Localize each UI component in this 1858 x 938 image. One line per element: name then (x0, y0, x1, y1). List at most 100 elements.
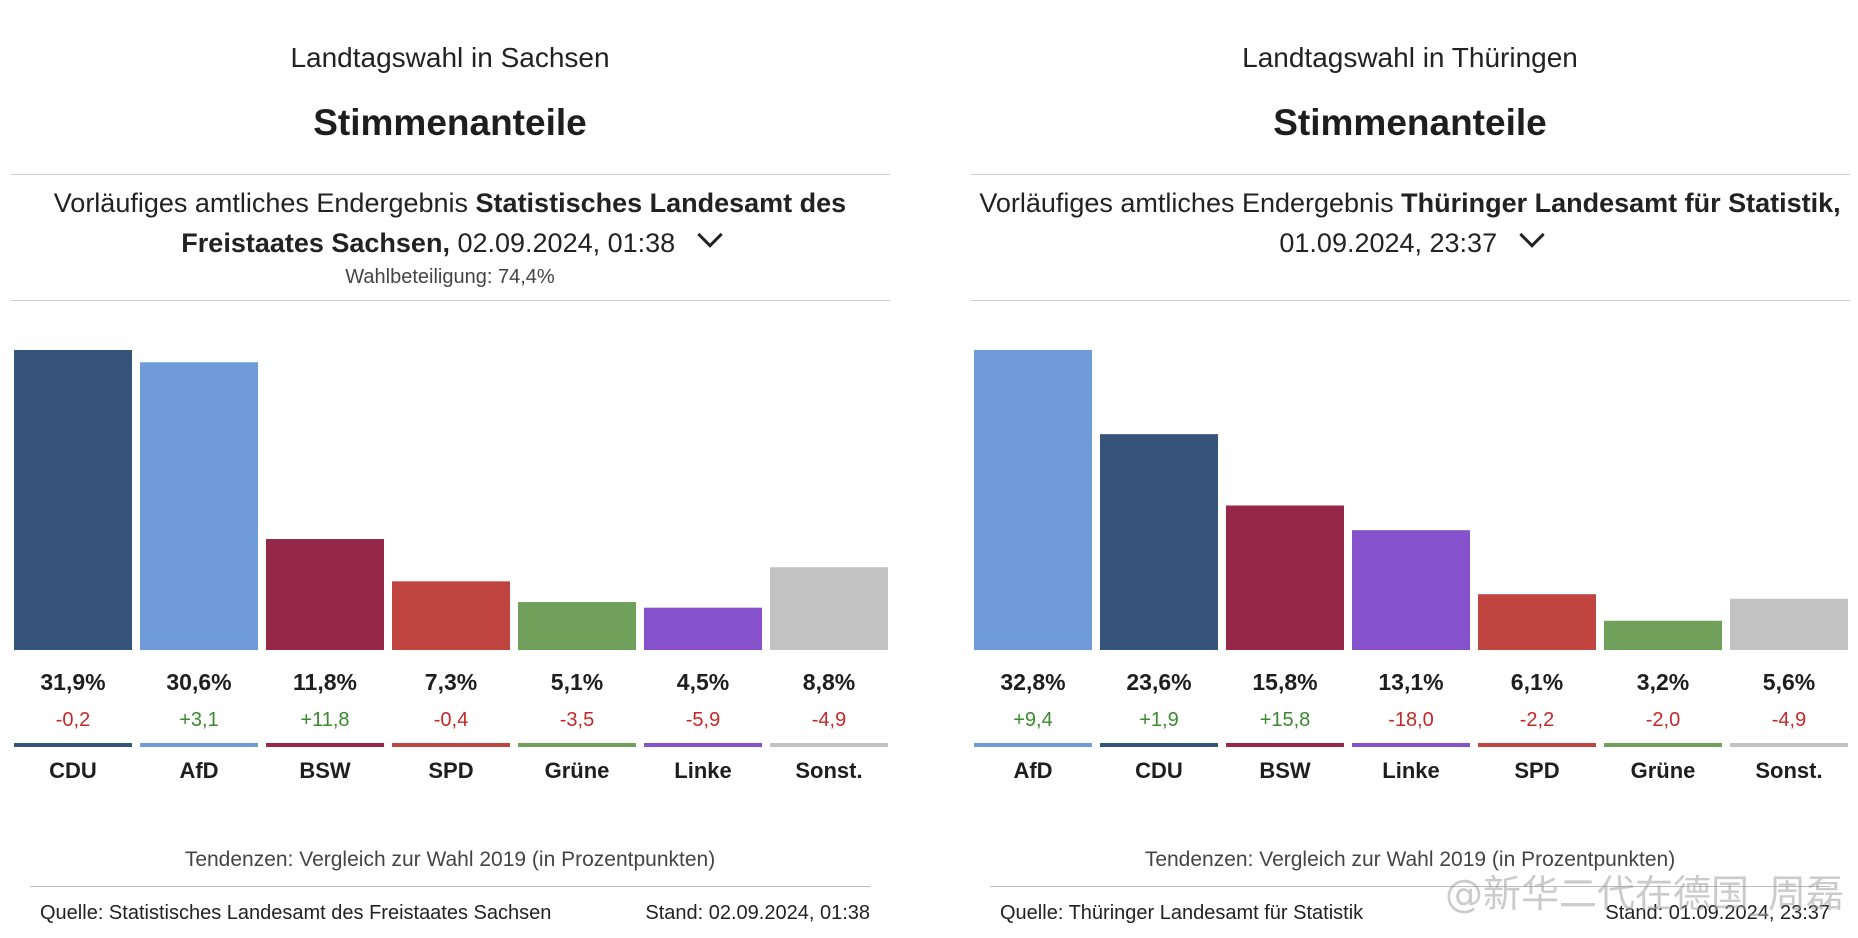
change-label: -3,5 (560, 709, 594, 731)
divider (970, 174, 1850, 175)
category-label: Sonst. (795, 758, 862, 783)
change-label: -2,0 (1646, 709, 1680, 731)
change-label: -5,9 (686, 709, 720, 731)
bar-BSW (1226, 505, 1344, 650)
source-name: Thüringer Landesamt für Statistik, (1401, 188, 1841, 218)
category-label: Grüne (545, 758, 610, 783)
category-label: Grüne (1631, 758, 1696, 783)
legend-line-BSW (266, 743, 384, 747)
legend-line-SPD (1478, 743, 1596, 747)
panel-subtitle: Stimmenanteile (1273, 102, 1547, 143)
change-label: -2,2 (1520, 709, 1554, 731)
chevron-down-icon[interactable] (1518, 222, 1545, 248)
change-label: +3,1 (179, 709, 218, 731)
value-label: 4,5% (677, 669, 729, 695)
footer-stand: Stand: 02.09.2024, 01:38 (645, 902, 870, 924)
timestamp: 02.09.2024, 01:38 (457, 228, 676, 258)
change-label: -18,0 (1388, 709, 1434, 731)
bar-Linke (1352, 530, 1470, 650)
panel-sachsen: Landtagswahl in Sachsen Stimmenanteile V… (10, 0, 890, 938)
change-label: +1,9 (1139, 709, 1178, 731)
legend-line-Linke (644, 743, 762, 747)
bar-AfD (140, 362, 258, 650)
value-label: 11,8% (293, 669, 357, 695)
legend-line-Grüne (1604, 743, 1722, 747)
divider (10, 174, 890, 175)
divider (10, 300, 890, 301)
source-prefix: Vorläufiges amtliches Endergebnis (979, 188, 1394, 218)
chevron-down-icon[interactable] (696, 222, 723, 248)
source-line: Vorläufiges amtliches Endergebnis Statis… (10, 183, 890, 263)
divider (970, 300, 1850, 301)
watermark: @新华二代在德国_周磊 (1444, 872, 1844, 916)
value-label: 30,6% (166, 669, 231, 695)
legend-line-AfD (974, 743, 1092, 747)
category-label: Sonst. (1755, 758, 1822, 783)
bar-chart-svg: 32,8% +9,4 AfD 23,6% +1,9 CDU 15,8% +15,8 BSW 13,… (974, 350, 1848, 783)
bar-CDU (14, 350, 132, 650)
change-label: -0,4 (434, 709, 468, 731)
value-label: 6,1% (1511, 669, 1563, 695)
turnout-label: Wahlbeteiligung: 74,4% (345, 266, 555, 288)
bar-SPD (392, 581, 510, 650)
category-label: CDU (49, 758, 97, 783)
value-label: 5,1% (551, 669, 603, 695)
category-label: CDU (1135, 758, 1183, 783)
divider (990, 886, 1830, 887)
source-prefix: Vorläufiges amtliches Endergebnis (53, 188, 469, 218)
bar-Sonst. (770, 567, 888, 650)
bar-SPD (1478, 594, 1596, 650)
legend-line-Linke (1352, 743, 1470, 747)
category-label: AfD (1013, 758, 1052, 783)
change-label: -4,9 (1772, 709, 1806, 731)
bar-AfD (974, 350, 1092, 650)
divider (30, 886, 870, 887)
legend-line-CDU (14, 743, 132, 747)
value-label: 8,8% (803, 669, 855, 695)
timestamp: 01.09.2024, 23:37 (1279, 228, 1498, 258)
legend-line-BSW (1226, 743, 1344, 747)
legend-line-Sonst. (770, 743, 888, 747)
bar-BSW (266, 539, 384, 650)
value-label: 32,8% (1000, 669, 1065, 695)
panel-subtitle: Stimmenanteile (313, 102, 587, 143)
value-label: 5,6% (1763, 669, 1815, 695)
bar-chart: 31,9% -0,2 CDU 30,6% +3,1 AfD 11,8% +11,8 BSW 7,3… (10, 340, 890, 795)
legend-line-AfD (140, 743, 258, 747)
source-name: Statistisches Landesamt des Freistaates … (181, 188, 847, 258)
bar-Grüne (518, 602, 636, 650)
tendenz-note: Tendenzen: Vergleich zur Wahl 2019 (in P… (184, 848, 716, 871)
legend-line-Grüne (518, 743, 636, 747)
bar-chart: 32,8% +9,4 AfD 23,6% +1,9 CDU 15,8% +15,8 BSW 13,… (970, 340, 1850, 795)
legend-line-Sonst. (1730, 743, 1848, 747)
panel-title: Landtagswahl in Thüringen (1242, 42, 1578, 73)
category-label: BSW (1259, 758, 1311, 783)
change-label: +9,4 (1013, 709, 1052, 731)
category-label: AfD (179, 758, 218, 783)
category-label: Linke (674, 758, 731, 783)
panel-title: Landtagswahl in Sachsen (290, 42, 610, 73)
change-label: +15,8 (1260, 709, 1311, 731)
legend-line-CDU (1100, 743, 1218, 747)
value-label: 3,2% (1637, 669, 1689, 695)
bar-CDU (1100, 434, 1218, 650)
bar-Sonst. (1730, 598, 1848, 650)
bar-chart-svg: 31,9% -0,2 CDU 30,6% +3,1 AfD 11,8% +11,8 BSW 7,3… (14, 350, 888, 783)
category-label: SPD (428, 758, 473, 783)
change-label: -4,9 (812, 709, 846, 731)
category-label: SPD (1514, 758, 1559, 783)
footer-stand: Stand: 01.09.2024, 23:37 (1605, 902, 1830, 924)
panel-thueringen: Landtagswahl in Thüringen Stimmenanteile… (970, 0, 1850, 938)
source-line: Vorläufiges amtliches Endergebnis Thürin… (970, 183, 1850, 263)
footer-source: Quelle: Statistisches Landesamt des Frei… (40, 902, 552, 924)
value-label: 23,6% (1126, 669, 1191, 695)
value-label: 31,9% (40, 669, 105, 695)
change-label: -0,2 (56, 709, 90, 731)
footer-source: Quelle: Thüringer Landesamt für Statisti… (1000, 902, 1364, 924)
category-label: BSW (299, 758, 351, 783)
value-label: 13,1% (1378, 669, 1443, 695)
legend-line-SPD (392, 743, 510, 747)
bar-Grüne (1604, 620, 1722, 650)
value-label: 7,3% (425, 669, 477, 695)
change-label: +11,8 (300, 709, 349, 731)
